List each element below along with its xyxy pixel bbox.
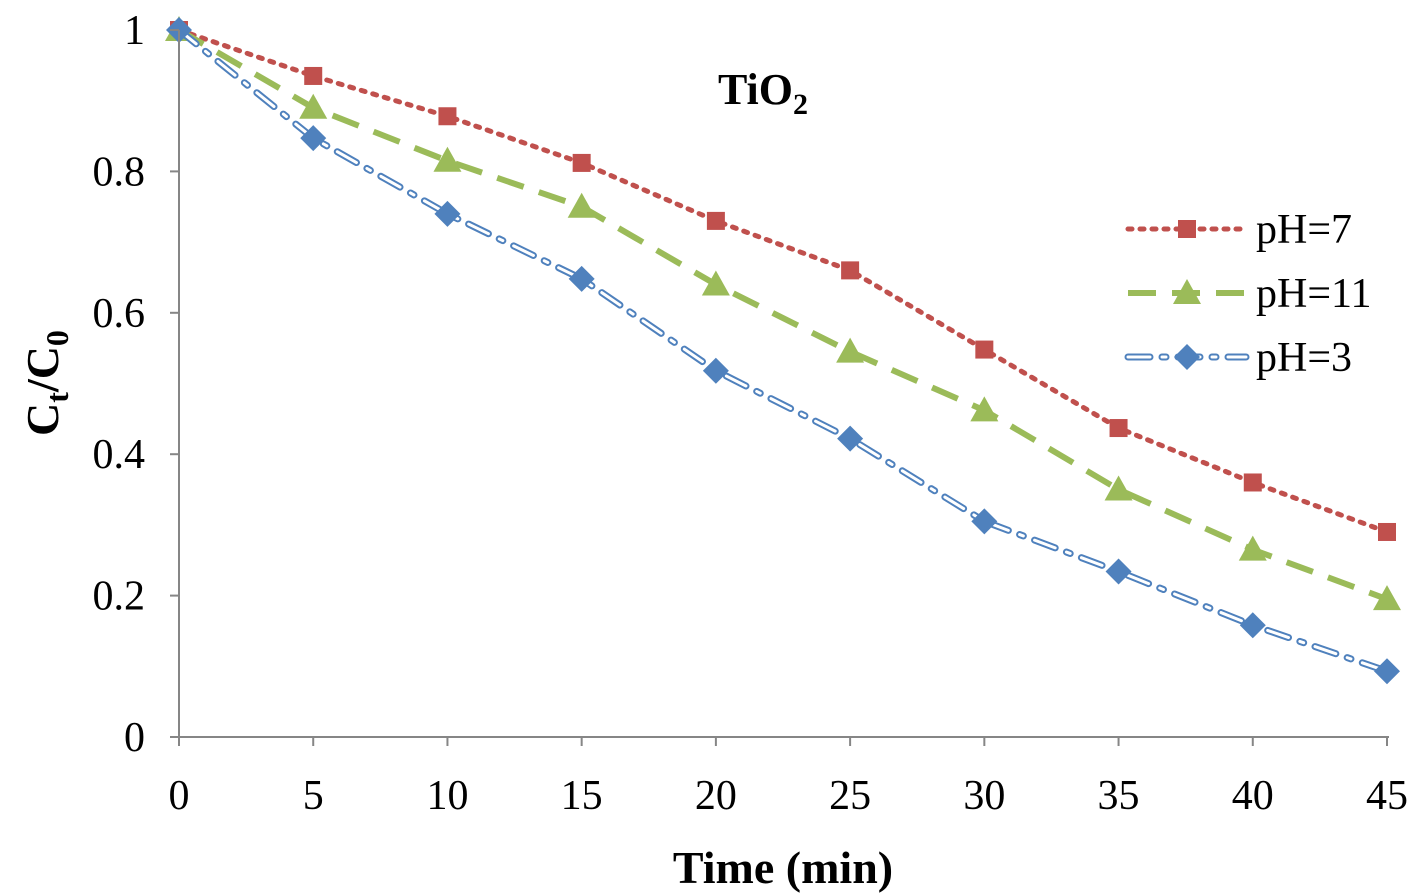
data-point bbox=[1105, 558, 1132, 585]
data-point bbox=[975, 340, 994, 359]
y-tick-label: 0.2 bbox=[93, 574, 146, 620]
series-line bbox=[177, 28, 1389, 673]
axes-layer: 00.20.40.60.810 5 10 15 20 25 30 35 40 45 bbox=[93, 8, 1409, 819]
legend-marker bbox=[1173, 279, 1201, 304]
data-point bbox=[299, 93, 328, 119]
data-point bbox=[438, 107, 457, 126]
series-line bbox=[177, 27, 1389, 602]
x-axis-title: Time (min) bbox=[673, 842, 893, 893]
x-tick-label: 45 bbox=[1366, 773, 1408, 819]
series-line bbox=[176, 27, 1390, 535]
y-axis-title: Ct/C0 bbox=[17, 330, 75, 436]
legend-label: pH=11 bbox=[1256, 271, 1371, 317]
data-point bbox=[434, 200, 461, 227]
x-tick-label: 5 bbox=[303, 773, 324, 819]
legend-label: pH=3 bbox=[1256, 335, 1352, 381]
y-tick-label: 0 bbox=[124, 715, 145, 761]
data-point bbox=[1373, 585, 1401, 611]
x-tick-label: 25 bbox=[829, 773, 871, 819]
data-point bbox=[837, 425, 864, 452]
legend-entry-2: pH=11 bbox=[1128, 271, 1371, 317]
legend-entry-1: pH=7 bbox=[1125, 207, 1352, 253]
series-2 bbox=[165, 16, 1401, 611]
data-point bbox=[1243, 473, 1262, 492]
x-tick-label: 35 bbox=[1098, 773, 1140, 819]
y-tick-label: 0.8 bbox=[93, 149, 146, 195]
legend: pH=7 pH=11 pH=3 bbox=[1124, 207, 1371, 381]
data-point bbox=[1374, 658, 1400, 685]
series-line-outline bbox=[175, 26, 1391, 675]
y-tick-label: 0.4 bbox=[93, 432, 146, 478]
data-point bbox=[702, 357, 729, 384]
data-point bbox=[568, 265, 595, 292]
x-tick-label: 20 bbox=[695, 773, 737, 819]
data-point bbox=[567, 192, 596, 218]
data-point bbox=[1109, 419, 1128, 438]
legend-marker bbox=[1174, 344, 1200, 370]
x-tick-label: 40 bbox=[1232, 773, 1274, 819]
data-point bbox=[433, 146, 462, 172]
data-point bbox=[1378, 522, 1396, 541]
data-point bbox=[970, 396, 999, 422]
series-3 bbox=[166, 17, 1400, 685]
y-tick-label: 0.6 bbox=[93, 291, 146, 337]
data-point bbox=[841, 261, 860, 280]
legend-label: pH=7 bbox=[1256, 207, 1352, 253]
x-tick-label: 15 bbox=[561, 773, 603, 819]
data-point bbox=[971, 508, 998, 535]
x-tick-label: 0 bbox=[169, 773, 190, 819]
data-point bbox=[572, 153, 591, 172]
legend-entry-3: pH=3 bbox=[1124, 335, 1352, 381]
x-tick-label: 30 bbox=[963, 773, 1005, 819]
legend-marker bbox=[1178, 220, 1196, 238]
x-tick-label: 10 bbox=[426, 773, 468, 819]
data-point bbox=[706, 211, 725, 230]
data-point bbox=[1238, 535, 1267, 561]
data-point bbox=[300, 125, 327, 152]
y-tick-label: 1 bbox=[124, 8, 145, 54]
data-point bbox=[1239, 612, 1266, 639]
data-point bbox=[836, 337, 865, 363]
data-point bbox=[1104, 475, 1133, 501]
data-point bbox=[701, 270, 730, 296]
chart-title: TiO2 bbox=[718, 65, 808, 121]
series-1 bbox=[170, 21, 1396, 541]
series-layer bbox=[165, 16, 1401, 685]
data-point bbox=[304, 66, 323, 85]
